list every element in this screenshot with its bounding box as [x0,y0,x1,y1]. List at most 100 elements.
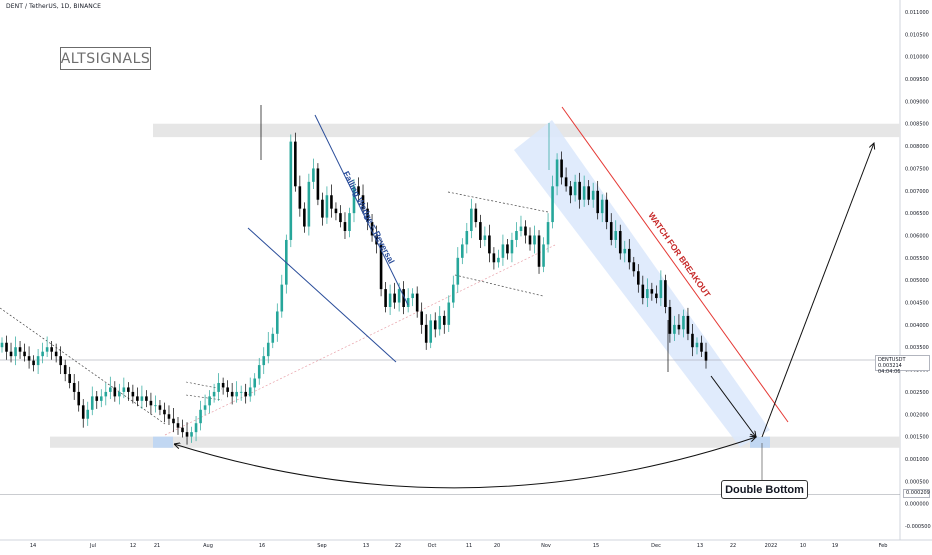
candle-body [686,315,690,334]
bottom-target-highlight [750,436,770,448]
candle-body [393,293,396,303]
candle-body [266,342,270,357]
x-tick-label: Nov [541,543,551,549]
y-tick-label: 0.004000 [905,323,929,329]
x-tick-label: 20 [494,543,500,549]
candle-body [357,186,360,196]
x-tick-label: Oct [428,543,437,549]
candle-body [406,298,410,307]
candle-body [682,315,685,330]
x-tick-label: 14 [30,543,36,549]
candle-body [172,418,175,424]
candle-body [77,391,81,406]
candle-body [600,199,604,214]
x-axis-labels: 14 Jul 12 21 Aug 16 Sep 13 22 Oct 11 20 Nov 15 Dec 13 22… [30,543,888,549]
candle-body [95,396,99,401]
candle-body [442,315,446,325]
x-tick-label: 13 [363,543,369,549]
candle-body [366,208,369,223]
candle-body [528,235,532,245]
double-bottom-label: Double Bottom [721,480,808,499]
candle-body [194,423,198,433]
candle-body [704,351,708,361]
candle-body [551,186,554,223]
small-flag-lower [185,394,223,401]
wedge-upper-line [314,114,409,306]
candle-body [591,190,595,200]
candle-body [127,387,130,392]
candle-body [587,186,590,200]
candle-body [370,222,374,236]
candle-body [167,414,171,419]
x-tick-label: 2022 [765,543,778,549]
y-tick-label: 0.010500 [905,32,929,38]
symbol-title: DENT / TetherUS, 1D, BINANCE [6,3,102,10]
candle-body [208,396,211,406]
y-tick-label: 0.001000 [905,457,929,463]
candle-body [99,396,103,401]
candle-body [72,382,76,392]
y-tick-label: 0.008000 [905,144,929,150]
candle-body [573,181,577,196]
resistance-zone [153,123,900,138]
candle-body [641,284,645,299]
y-tick-label: 0.006500 [905,211,929,217]
candle-body [497,257,500,263]
candle-body [420,311,423,325]
candle-body [488,235,491,254]
candle-body [433,320,437,330]
breakout-line [561,106,789,423]
candle-body [271,333,275,343]
candle-body [280,284,284,312]
x-tick-label: 16 [259,543,265,549]
flag-lower-line [454,274,544,297]
candle-body [253,378,257,388]
ticker-symbol: DENTUSDT [878,357,906,363]
candle-body [402,289,405,307]
y-tick-label: 0.006000 [905,233,929,239]
candle-body [145,396,148,401]
candle-body [339,213,342,223]
candle-body [465,231,469,245]
candle-body [50,347,53,352]
bottom-origin-highlight [153,436,173,448]
candle-body [275,311,279,334]
candle-body [154,405,157,407]
y-tick-label: 0.009000 [905,99,929,105]
candle-body [109,387,112,392]
y-tick-label: -0.000500 [905,524,931,530]
candle-body [542,244,545,267]
drop-arrow [710,375,756,437]
candle-body [352,186,356,214]
ticker-countdown: 04:04:06 [878,369,901,375]
y-tick-label: 0.002500 [905,390,929,396]
candle-body [203,405,207,410]
candle-body [510,239,514,254]
y-tick-label: 0.011000 [905,10,929,16]
candle-body [307,181,311,227]
candle-body [199,409,202,424]
x-tick-label: 19 [832,543,838,549]
y-tick-label: 0.004500 [905,301,929,307]
candle-body [294,141,297,187]
candle-body [646,289,649,299]
candle-body [41,351,44,357]
candle-body [655,293,658,299]
candle-body [239,391,243,393]
x-tick-label: 22 [395,543,401,549]
candle-body [217,382,220,392]
candle-body [501,244,505,258]
flag-upper-line [447,191,549,213]
candle-body [176,423,180,428]
candle-body [289,141,293,240]
candle-body [384,289,387,307]
x-tick-label: 10 [800,543,806,549]
candle-body [479,222,482,240]
x-tick-label: 15 [593,543,599,549]
candle-body [451,284,455,303]
y-tick-label: 0.008500 [905,122,929,128]
altsignals-logo: ALTSIGNALS [60,47,151,70]
candle-body [0,342,4,348]
